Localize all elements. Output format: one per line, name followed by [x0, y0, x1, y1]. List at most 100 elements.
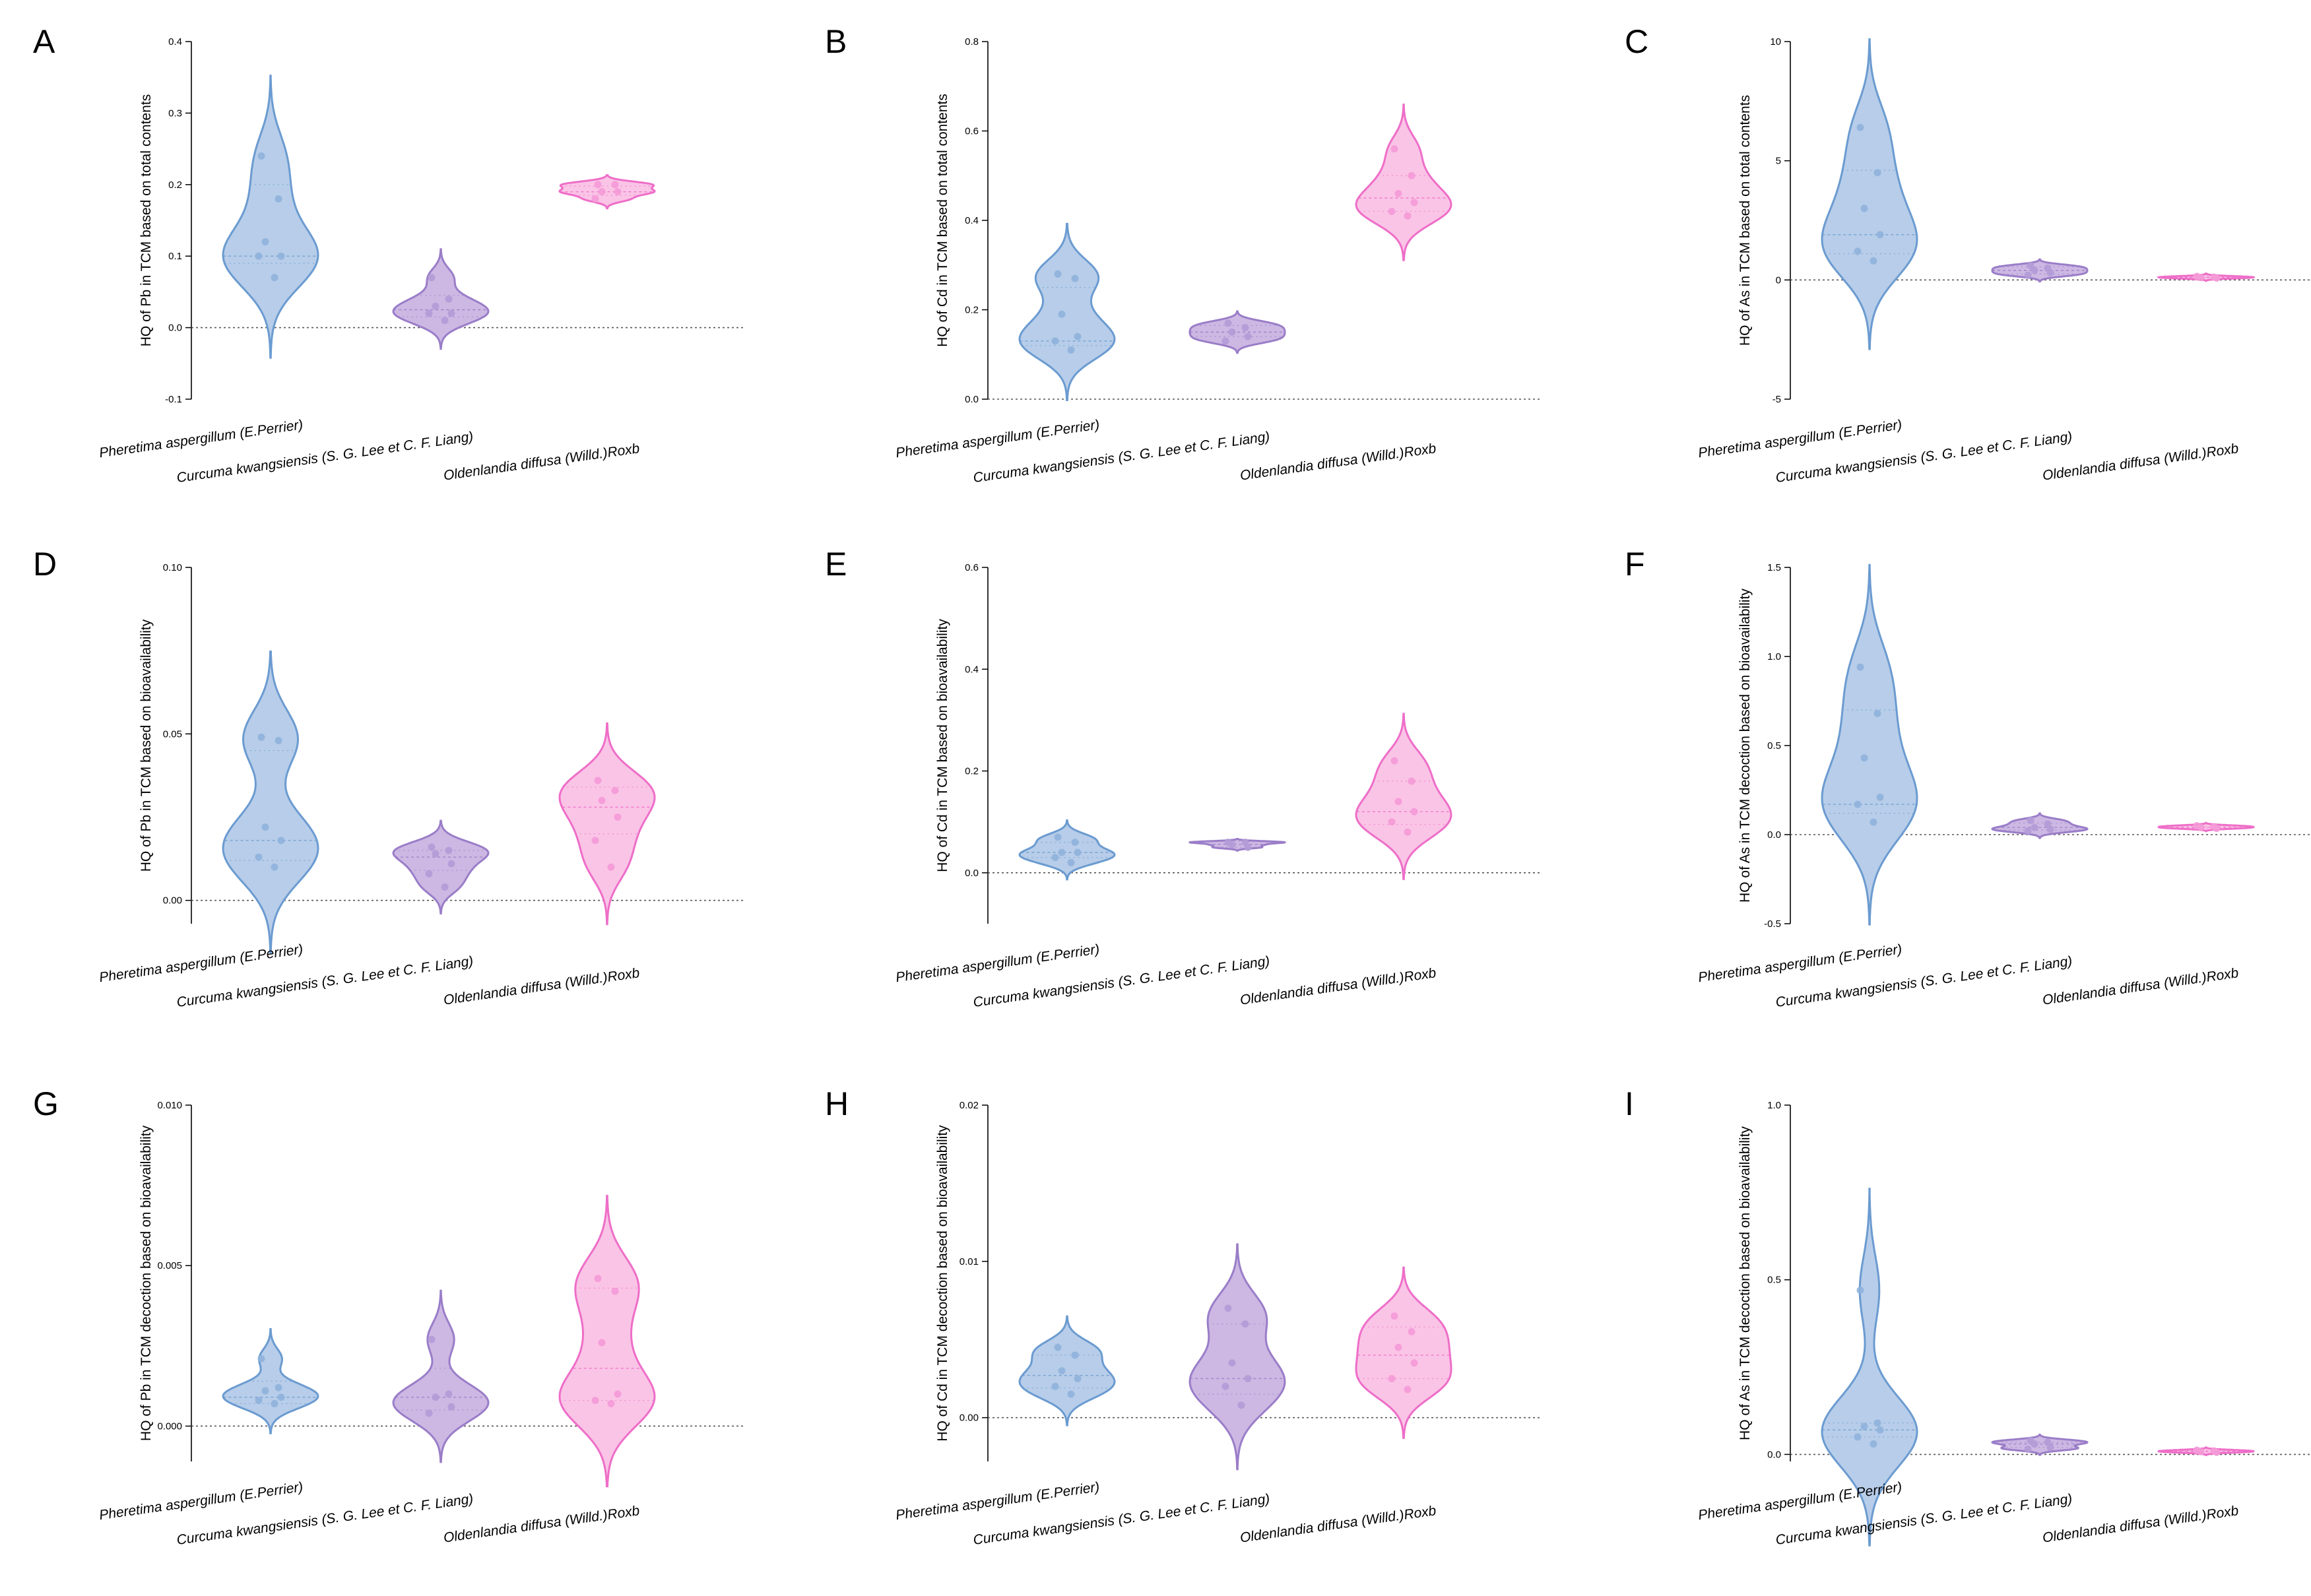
data-point [2046, 269, 2054, 276]
data-point [261, 1387, 269, 1395]
x-category-label: Pheretima aspergillum (E.Perrier) [895, 942, 1101, 985]
data-point [591, 1397, 599, 1405]
violin-group-1 [1821, 38, 1918, 350]
panel-letter: G [33, 1085, 59, 1122]
violin-shape [1821, 1188, 1918, 1547]
panel-letter: E [825, 546, 847, 583]
data-point [1058, 1367, 1066, 1375]
data-point [1071, 274, 1079, 282]
x-category-label: Oldenlandia diffusa (Willd.)Roxb [2042, 965, 2240, 1008]
y-axis-label: HQ of As in TCM decoction based on bioav… [1738, 1126, 1753, 1440]
data-point [1870, 1440, 1877, 1448]
data-point [1224, 319, 1232, 327]
violin-group-3 [558, 174, 656, 210]
violin-group-2 [1991, 1434, 2089, 1456]
data-point [1854, 247, 1862, 255]
data-point [2197, 1448, 2205, 1455]
panel-a: A -0.1 0.0 0.1 0.2 0.3 0.4 HQ of Pb in TCM base… [33, 23, 746, 486]
y-tick-label: 0.1 [168, 251, 182, 262]
data-point [1860, 754, 1868, 762]
data-point [425, 1409, 433, 1417]
violin-group-1 [1018, 819, 1116, 881]
data-point [2024, 827, 2032, 835]
y-tick-label: 0.3 [168, 108, 182, 119]
data-point [1394, 189, 1402, 197]
panel-letter: I [1625, 1085, 1634, 1122]
data-point [277, 252, 285, 260]
y-axis-label: HQ of As in TCM based on total contents [1738, 95, 1753, 346]
data-point [1067, 346, 1075, 354]
data-point [275, 195, 282, 203]
data-point [275, 1384, 282, 1391]
y-tick-label: 0 [1776, 274, 1781, 286]
violin-shape [392, 1289, 490, 1463]
data-point [1054, 270, 1062, 278]
violin-group-1 [1821, 1188, 1918, 1547]
y-axis-label: HQ of Cd in TCM based on total contents [935, 94, 950, 347]
data-point [2213, 274, 2221, 282]
data-point [1054, 1343, 1062, 1351]
data-point [1410, 199, 1418, 207]
data-point [2046, 1444, 2054, 1452]
y-axis-label: HQ of Pb in TCM based on total contents [139, 94, 154, 346]
data-point [1058, 848, 1066, 856]
data-point [1244, 1374, 1252, 1382]
y-tick-label: 0.5 [1767, 1275, 1781, 1286]
y-tick-label: 0.2 [965, 766, 979, 777]
violin-group-3 [558, 1195, 656, 1488]
y-tick-label: 0.000 [157, 1420, 182, 1432]
violin-shape [558, 722, 656, 926]
data-point [1860, 205, 1868, 212]
violin-shape [1991, 812, 2089, 839]
y-tick-label: 0.02 [960, 1100, 979, 1111]
x-category-label: Oldenlandia diffusa (Willd.)Roxb [2042, 441, 2240, 484]
violin-group-2 [1991, 812, 2089, 839]
panel-h: H 0.00 0.01 0.02 HQ of Cd in TCM decoction b… [825, 1085, 1542, 1548]
data-point [1221, 1382, 1229, 1390]
y-tick-label: 1.5 [1767, 562, 1781, 573]
data-point [614, 188, 622, 196]
data-point [598, 796, 606, 804]
x-category-label: Pheretima aspergillum (E.Perrier) [98, 417, 304, 461]
x-category-label: Oldenlandia diffusa (Willd.)Roxb [2042, 1503, 2240, 1546]
data-point [1074, 1374, 1082, 1382]
y-tick-label: 5 [1776, 156, 1781, 167]
panel-letter: B [825, 23, 847, 60]
data-point [255, 1397, 263, 1405]
data-point [271, 863, 278, 871]
panel-g: G 0.000 0.005 0.010 HQ of Pb in TCM decoctio… [33, 1085, 746, 1548]
violin-shape [1355, 1266, 1452, 1439]
violin-group-3 [1355, 713, 1452, 880]
y-tick-label: 0.4 [965, 215, 979, 226]
data-point [441, 317, 449, 325]
data-point [1870, 818, 1877, 826]
x-category-label: Pheretima aspergillum (E.Perrier) [895, 417, 1101, 461]
data-point [594, 777, 602, 784]
violin-shape [222, 651, 319, 954]
data-point [1071, 839, 1079, 846]
data-point [1058, 310, 1066, 318]
data-point [1390, 145, 1398, 153]
data-point [611, 181, 619, 189]
data-point [1394, 1343, 1402, 1351]
data-point [1237, 1401, 1245, 1409]
violin-group-2 [392, 1289, 490, 1463]
data-point [271, 274, 278, 282]
x-category-label: Oldenlandia diffusa (Willd.)Roxb [443, 1503, 641, 1546]
y-axis-label: HQ of Cd in TCM based on bioavailability [935, 619, 950, 872]
violin-group-3 [2157, 821, 2255, 833]
data-point [1390, 1312, 1398, 1320]
data-point [611, 786, 619, 794]
data-point [425, 870, 433, 878]
y-tick-label: 0.8 [965, 36, 979, 48]
violin-shape [558, 1195, 656, 1488]
data-point [257, 733, 265, 741]
data-point [447, 1403, 455, 1411]
panel-b: B 0.0 0.2 0.4 0.6 0.8 HQ of Cd in TCM based on… [825, 23, 1542, 486]
violin-group-1 [1821, 563, 1918, 926]
y-tick-label: 0.0 [965, 394, 979, 405]
data-point [447, 309, 455, 317]
data-point [607, 1399, 615, 1407]
data-point [1244, 333, 1252, 340]
